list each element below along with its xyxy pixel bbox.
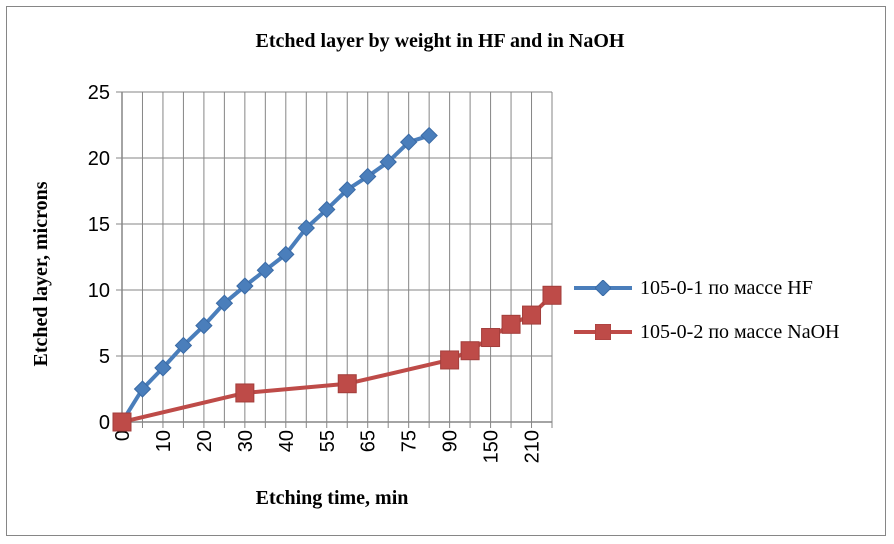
legend-label-hf: 105-0-1 по массе HF (640, 277, 813, 299)
y-tick-label: 15 (88, 214, 110, 236)
data-point-diamond (195, 316, 213, 335)
x-tick-label: 40 (276, 430, 298, 452)
series-line-2 (121, 293, 554, 424)
legend-diamond-marker-icon (595, 280, 611, 296)
x-tick-label: 75 (399, 430, 421, 452)
y-axis-title: Etched layer, microns (30, 181, 52, 367)
data-point-diamond (379, 153, 397, 171)
y-tick-label: 5 (99, 346, 110, 368)
chart-title: Etched layer by weight in HF and in NaOH (255, 30, 625, 52)
y-tick-label: 25 (88, 82, 110, 104)
data-point-diamond (338, 180, 356, 199)
x-tick-label: 30 (235, 430, 257, 452)
x-tick-label: 20 (194, 430, 216, 452)
data-point-diamond (359, 167, 377, 186)
data-point-diamond (174, 336, 193, 355)
data-point-square (460, 341, 480, 361)
y-tick-label: 0 (99, 412, 110, 434)
data-point-diamond (277, 245, 295, 264)
data-point-diamond (318, 200, 336, 219)
x-tick-label: 10 (153, 430, 175, 452)
data-point-diamond (154, 359, 172, 377)
data-point-diamond (297, 219, 315, 237)
x-tick-label: 150 (481, 430, 503, 463)
chart-frame (6, 6, 886, 536)
data-point-square (337, 374, 357, 394)
x-tick-label: 55 (317, 430, 339, 452)
x-axis-title: Etching time, min (255, 487, 409, 509)
x-tick-label: 65 (358, 430, 380, 452)
y-tick-label: 20 (88, 148, 110, 170)
data-point-square (481, 328, 501, 348)
data-point-square (235, 383, 255, 403)
data-point-square (542, 285, 562, 305)
y-tick-label: 10 (88, 280, 110, 302)
series-line-1 (120, 133, 430, 424)
x-tick-label: 90 (440, 430, 462, 452)
legend-square-marker-icon (595, 324, 611, 340)
legend-label-naoh: 105-0-2 по массе NaOH (640, 321, 840, 343)
data-point-diamond (256, 261, 275, 279)
data-point-diamond (133, 380, 152, 398)
data-point-diamond (215, 294, 234, 312)
data-point-square (112, 412, 132, 432)
data-point-square (501, 314, 521, 334)
data-point-square (440, 350, 460, 370)
data-point-diamond (399, 133, 418, 151)
x-tick-label: 0 (112, 430, 134, 441)
x-tick-label: 210 (522, 430, 544, 463)
data-point-diamond (420, 126, 438, 145)
data-point-diamond (236, 277, 254, 295)
data-point-square (522, 305, 542, 325)
